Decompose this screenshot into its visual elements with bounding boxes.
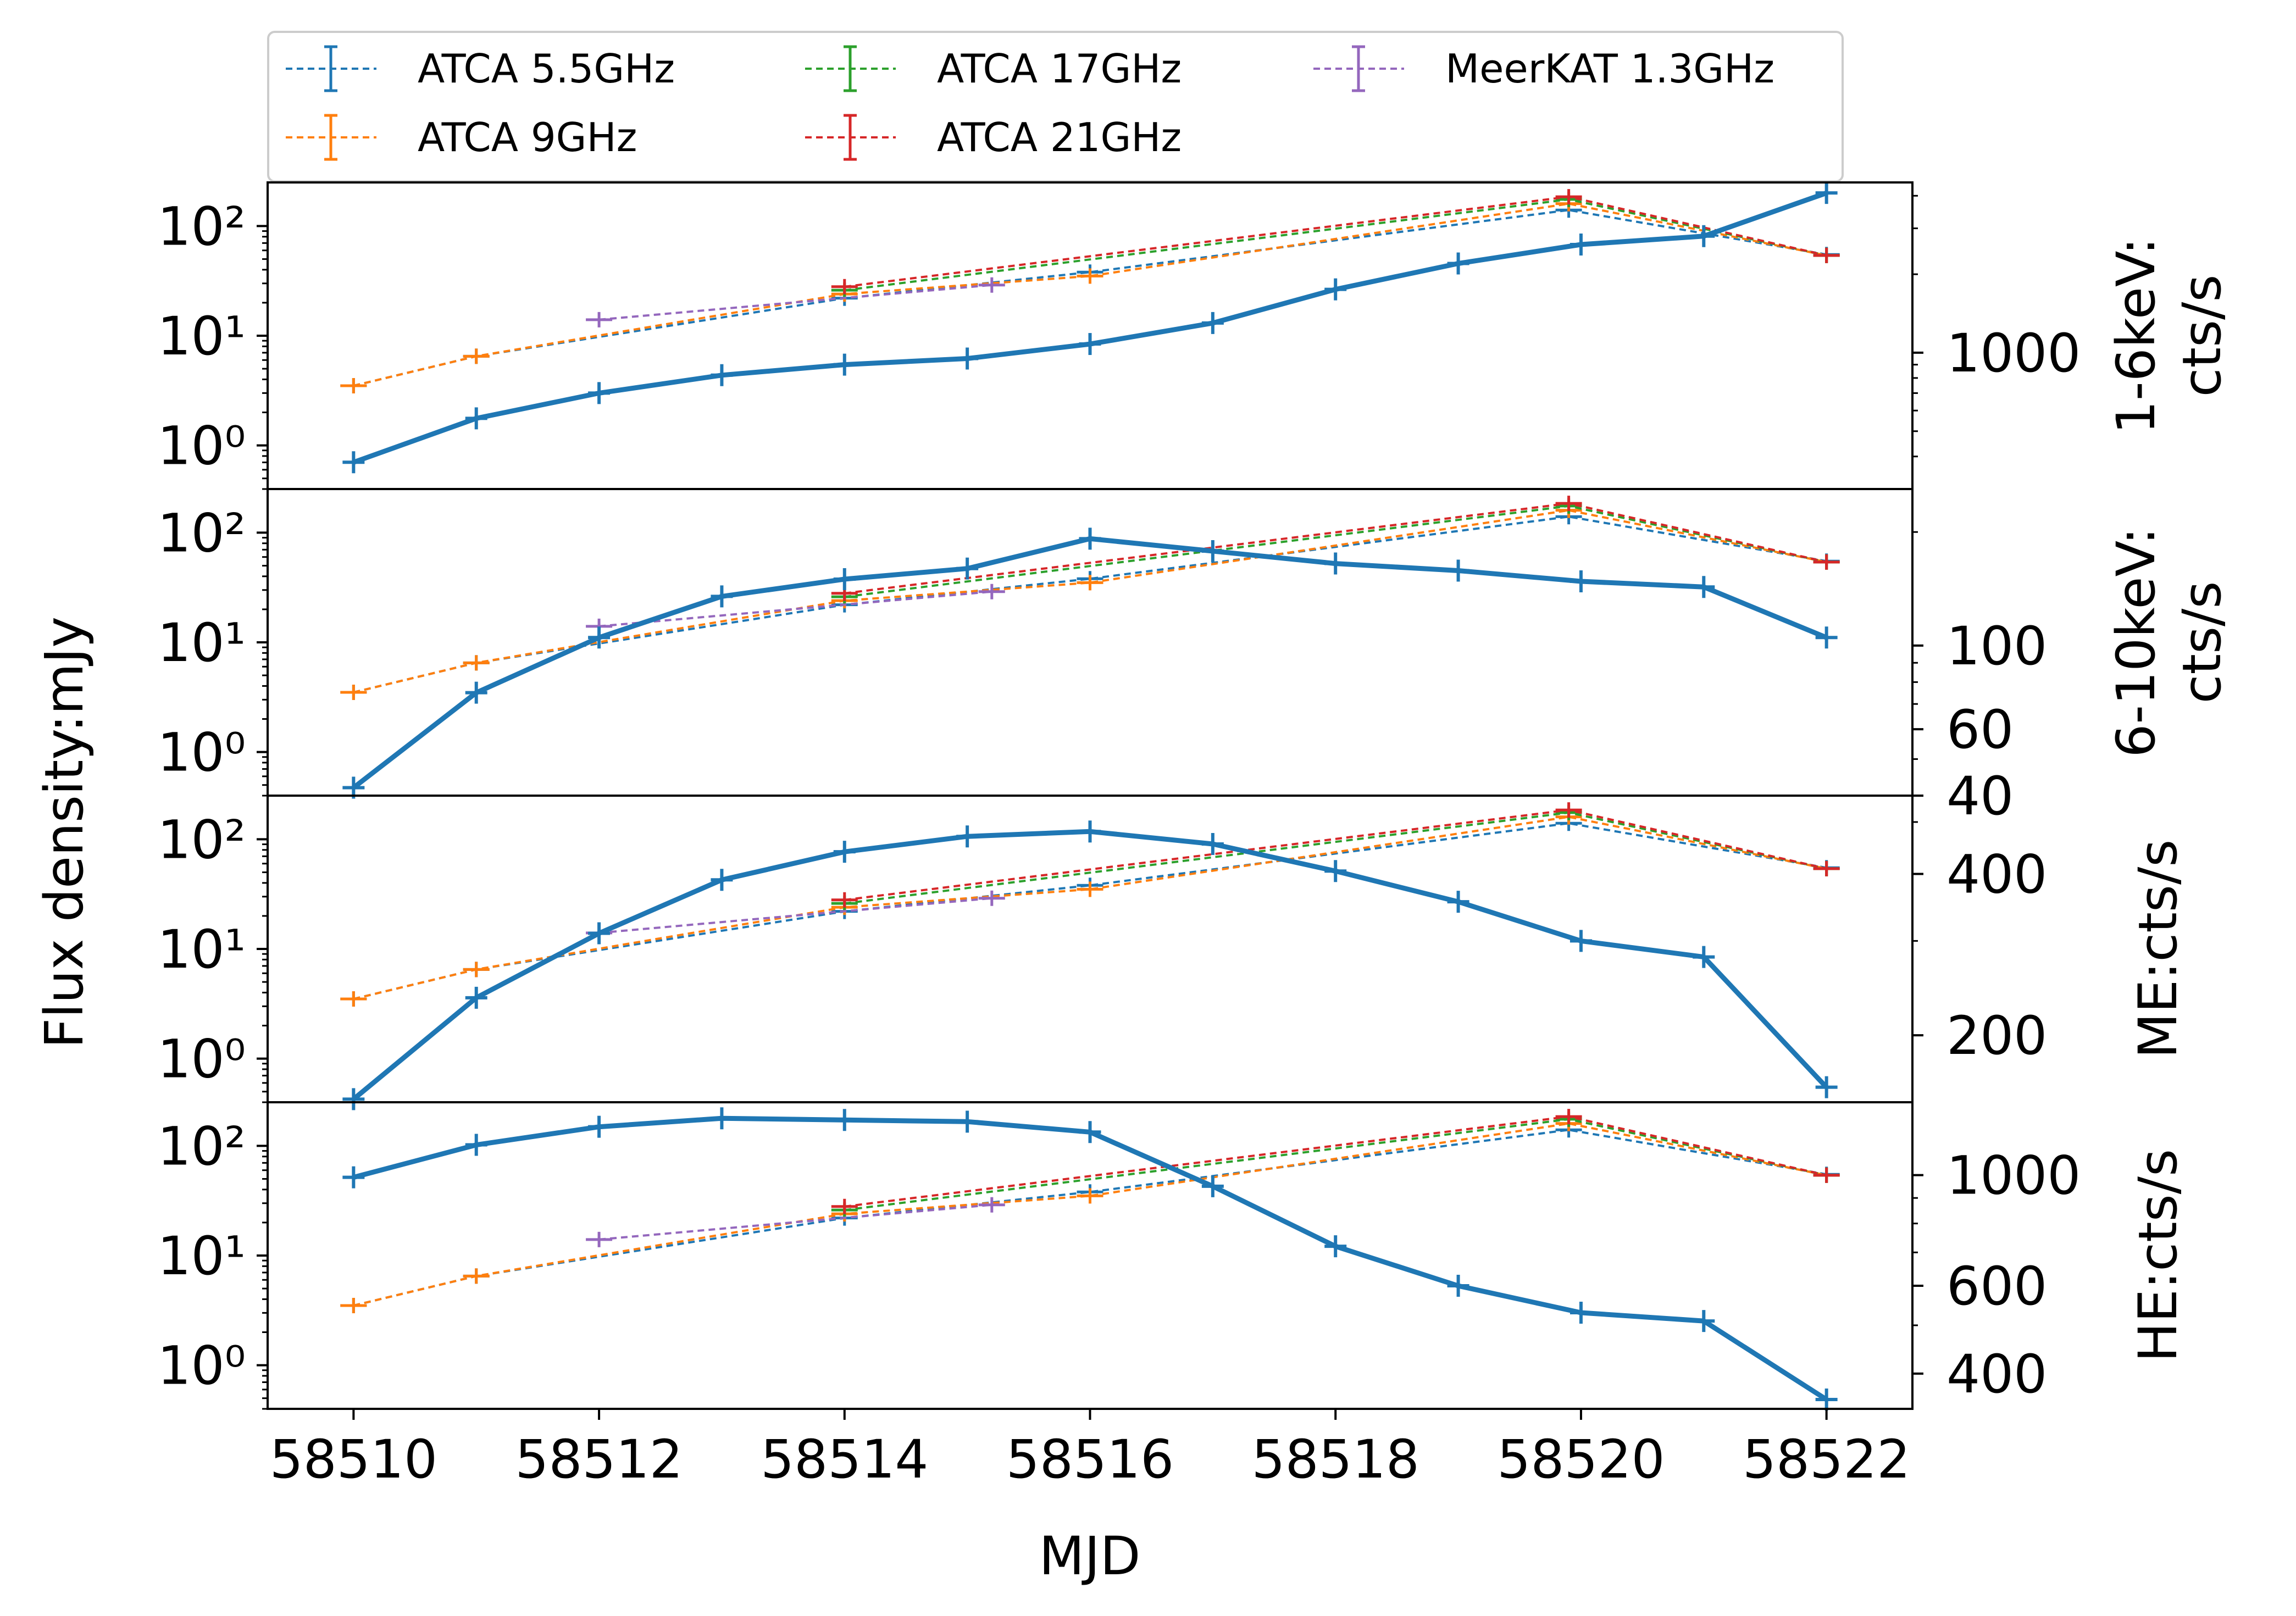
right-axis-label: cts/s (2171, 581, 2233, 704)
series-line (598, 1203, 992, 1241)
panel-4: 10⁰ 10¹ 10² 400 600 1000 HE:cts/s (157, 1101, 2189, 1410)
series-meerkat-1-3ghz (586, 1197, 1005, 1247)
x-tick-label: 58518 (1252, 1429, 1419, 1490)
series-line (844, 504, 1827, 598)
right-tick-label: 40 (1946, 765, 2014, 827)
series-xray-4 (342, 1107, 1838, 1410)
x-tick-label: 58512 (515, 1429, 683, 1490)
legend-label: ATCA 9GHz (418, 114, 637, 160)
left-tick-label: 10⁰ (157, 415, 246, 477)
legend-entry: ATCA 17GHz (805, 45, 1182, 92)
left-tick-label: 10⁰ (157, 1029, 246, 1090)
legend-entry: ATCA 21GHz (805, 114, 1182, 161)
legend: ATCA 5.5GHz ATCA 9GHz ATCA 17GHz ATCA 21GHz… (267, 31, 1844, 182)
series-atca-9ghz (340, 196, 1840, 393)
series-line (353, 815, 1827, 1000)
legend-entry: ATCA 5.5GHz (286, 45, 675, 92)
series-atca-9ghz (340, 1115, 1840, 1313)
right-tick-label: 200 (1946, 1005, 2047, 1067)
left-tick-label: 10⁰ (157, 722, 246, 784)
legend-label: ATCA 5.5GHz (418, 46, 675, 92)
series-atca-5-5ghz (340, 202, 1840, 393)
left-tick-label: 10² (157, 196, 246, 257)
series-atca-21ghz (831, 1109, 1840, 1214)
panel-1: 10⁰ 10¹ 10² 1000 1-6keV: cts/s (157, 181, 2233, 490)
legend-entry: MeerKAT 1.3GHz (1313, 45, 1774, 92)
left-tick-label: 10¹ (157, 1225, 246, 1287)
series-xray-1 (342, 182, 1838, 474)
series-line (598, 897, 992, 934)
x-tick-label: 58522 (1743, 1429, 1910, 1490)
y-axis-label: Flux density:mJy (34, 617, 95, 1048)
panel-3: 10⁰ 10¹ 10² 200 400 ME:cts/s (157, 795, 2189, 1110)
legend-label: ATCA 21GHz (937, 114, 1182, 160)
panel-frame (267, 1101, 1914, 1410)
right-tick-label: 1000 (1946, 323, 2081, 384)
series-line (844, 1115, 1827, 1208)
right-tick-label: 60 (1946, 699, 2014, 760)
series-line (353, 822, 1827, 1000)
series-line (598, 590, 992, 627)
left-tick-label: 10⁰ (157, 1335, 246, 1397)
series-line (844, 809, 1827, 901)
series-xray-2 (342, 527, 1838, 799)
series-line (353, 202, 1827, 387)
series-line (844, 811, 1827, 905)
series-atca-5-5ghz (340, 1122, 1840, 1313)
series-line (844, 198, 1827, 292)
series-line (844, 502, 1827, 595)
left-tick-label: 10² (157, 1115, 246, 1177)
series-line (353, 1129, 1827, 1307)
series-atca-21ghz (831, 802, 1840, 908)
series-atca-21ghz (831, 496, 1840, 601)
left-tick-label: 10² (157, 809, 246, 870)
series-line (353, 509, 1827, 693)
series-xray-3 (342, 820, 1838, 1110)
x-tick-label: 58516 (1006, 1429, 1174, 1490)
series-atca-17ghz (831, 1111, 1840, 1218)
series-line (598, 284, 992, 321)
series-atca-5-5ghz (340, 815, 1840, 1007)
right-tick-label: 600 (1946, 1256, 2047, 1317)
right-axis-label: 6-10keV: (2105, 527, 2167, 757)
series-meerkat-1-3ghz (586, 584, 1005, 634)
xray-line (352, 190, 1828, 465)
series-line (844, 1118, 1827, 1212)
right-axis-label: HE:cts/s (2127, 1149, 2189, 1362)
series-line (844, 196, 1827, 288)
right-tick-label: 400 (1946, 844, 2047, 906)
legend-entry: ATCA 9GHz (286, 114, 637, 161)
left-tick-label: 10² (157, 502, 246, 564)
x-axis: 58510 58512 58514 58516 58518 58520 58522 (270, 1409, 1910, 1490)
right-axis-label: cts/s (2171, 275, 2233, 397)
right-tick-label: 1000 (1946, 1145, 2081, 1207)
series-atca-17ghz (831, 804, 1840, 912)
left-tick-label: 10¹ (157, 919, 246, 980)
right-tick-label: 100 (1946, 615, 2047, 677)
left-tick-label: 10¹ (157, 612, 246, 674)
series-meerkat-1-3ghz (586, 277, 1005, 327)
right-tick-label: 400 (1946, 1343, 2047, 1405)
legend-label: MeerKAT 1.3GHz (1445, 46, 1774, 92)
series-line (353, 1122, 1827, 1307)
x-tick-label: 58514 (761, 1429, 928, 1490)
series-line (353, 209, 1827, 387)
series-meerkat-1-3ghz (586, 890, 1005, 941)
series-atca-21ghz (831, 189, 1840, 295)
right-axis-label: ME:cts/s (2127, 840, 2189, 1059)
left-tick-label: 10¹ (157, 306, 246, 367)
x-tick-label: 58520 (1497, 1429, 1665, 1490)
x-axis-label: MJD (1039, 1525, 1140, 1587)
right-axis-label: 1-6keV: (2105, 237, 2167, 434)
x-tick-label: 58510 (270, 1429, 437, 1490)
legend-label: ATCA 17GHz (937, 46, 1182, 92)
